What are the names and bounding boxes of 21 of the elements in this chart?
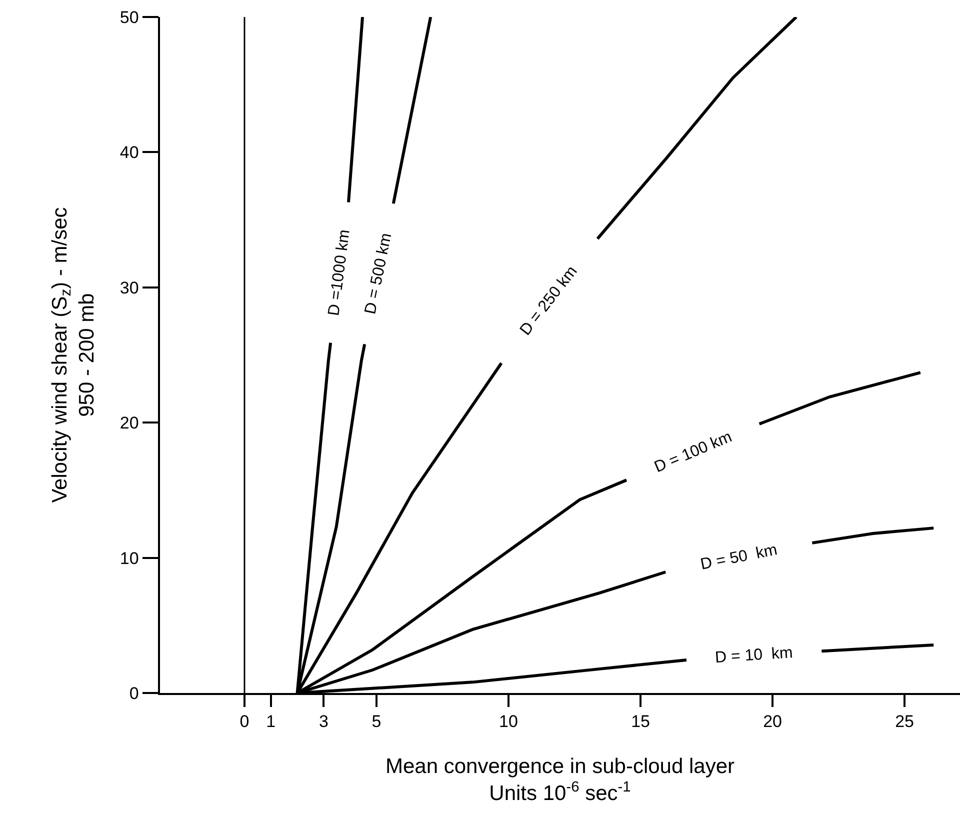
series-label: D = 10 km	[714, 644, 794, 667]
text: D = 250 km	[517, 263, 581, 339]
x-tick-label: 15	[631, 712, 650, 732]
y-tick-label: 40	[120, 143, 139, 162]
x-tick-label: 1	[266, 712, 276, 732]
x-tick-label: 25	[895, 712, 914, 732]
x-tick-label: 3	[318, 712, 328, 732]
text: D = 500 km	[362, 232, 396, 316]
x-tick-label: 10	[499, 712, 518, 732]
text: D = 50 km	[699, 542, 779, 574]
x-tick-label: 0	[240, 712, 250, 732]
y-tick-label: 50	[120, 8, 139, 27]
y-tick-label: 0	[129, 684, 139, 703]
text: D =1000 km	[326, 228, 354, 317]
x-tick-label: 5	[372, 712, 382, 732]
x-tick-label: 20	[763, 712, 782, 732]
y-tick-label: 10	[120, 548, 139, 568]
x-axis-title: Mean convergence in sub-cloud layer Units 10$^{-6}$ sec$^{-1}$	[385, 754, 735, 806]
y-tick-label: 30	[120, 278, 139, 298]
text: D = 100 km	[652, 428, 735, 476]
y-tick-label: 20	[120, 414, 139, 433]
